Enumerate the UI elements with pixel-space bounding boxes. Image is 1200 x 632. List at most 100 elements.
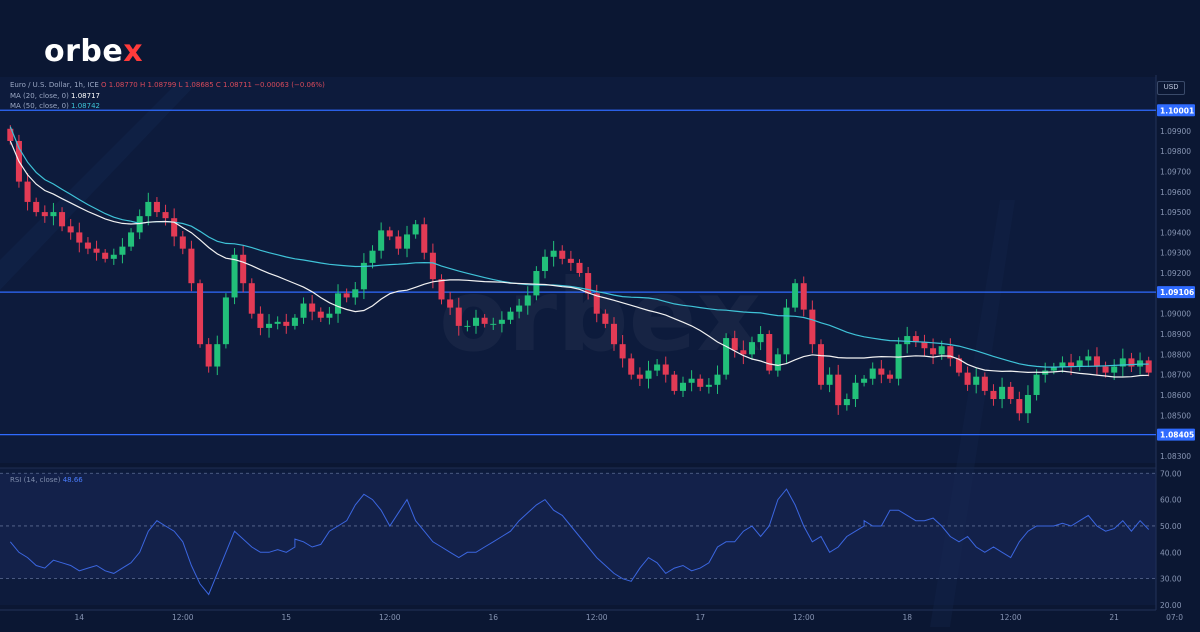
candle-body (999, 386, 1006, 400)
candle-body (1145, 360, 1152, 373)
candle-body (24, 181, 31, 202)
rsi-value: 48.66 (62, 476, 83, 484)
candle (447, 292, 454, 315)
level-price-badge (1157, 286, 1195, 299)
candle-body (1093, 356, 1100, 367)
candle-body (179, 236, 186, 249)
candle (1068, 353, 1075, 376)
ma-slow-label: MA (50, close, 0) (10, 102, 69, 110)
candle-body (921, 342, 928, 349)
candle (59, 207, 66, 232)
candle (429, 243, 436, 289)
candle (541, 249, 549, 279)
candle (240, 245, 247, 293)
candle (472, 309, 480, 334)
candle-body (843, 399, 850, 406)
candle (404, 225, 411, 258)
candle (248, 278, 255, 319)
candle (766, 330, 773, 375)
candle (188, 240, 195, 292)
candle-body (912, 336, 919, 343)
level-price-label: 1.08405 (1160, 431, 1194, 440)
candle-body (679, 382, 687, 391)
candle (852, 374, 859, 407)
candle (326, 306, 333, 325)
rsi-tick-label: 20.00 (1160, 601, 1182, 610)
candle-body (585, 273, 592, 294)
candle-body (688, 378, 695, 383)
candle (567, 250, 574, 271)
candle-body (973, 376, 980, 385)
candle (524, 286, 531, 315)
candle-body (886, 374, 893, 379)
candle-body (671, 374, 678, 391)
candle-body (378, 230, 385, 251)
candle-body (955, 358, 962, 373)
candle (257, 306, 264, 336)
candle (783, 299, 790, 363)
candle-body (705, 384, 712, 387)
candle (128, 228, 135, 251)
price-tick-label: 1.09400 (1160, 228, 1191, 237)
candle (731, 330, 738, 358)
candle-body (481, 317, 488, 324)
candle-body (576, 262, 583, 274)
rsi-tick-label: 40.00 (1160, 548, 1182, 557)
candle-body (550, 250, 557, 257)
candle-body (171, 218, 178, 237)
candle (955, 354, 962, 377)
candle-body (309, 303, 316, 312)
level-price-label: 1.10001 (1160, 106, 1194, 115)
candle (153, 197, 160, 217)
candle-body (7, 128, 14, 141)
candle-body (593, 293, 600, 314)
candle (438, 274, 445, 305)
candle-body (162, 212, 169, 219)
candle-body (714, 374, 721, 385)
currency-badge[interactable]: USD (1157, 81, 1185, 95)
candle-body (352, 289, 359, 298)
candle-body (1111, 366, 1118, 373)
price-tick-label: 1.08500 (1160, 411, 1191, 420)
candle-body (1102, 366, 1109, 373)
rsi-line (9, 488, 1150, 596)
candle (878, 360, 885, 384)
candle (274, 316, 281, 330)
candle-body (878, 368, 885, 375)
rsi-label: RSI (14, close) (10, 476, 61, 484)
candle-body (809, 309, 816, 345)
price-tick-label: 1.08800 (1160, 350, 1191, 359)
candle (102, 249, 109, 263)
candle (671, 370, 678, 395)
candle (507, 307, 514, 325)
candle (1076, 356, 1083, 371)
time-tick-label: 12:00 (793, 613, 815, 622)
candle (981, 372, 988, 396)
candle (1007, 381, 1014, 404)
candle-body (93, 248, 100, 253)
ohlc-values: O 1.08770 H 1.08799 L 1.08685 C 1.08711 … (101, 81, 325, 89)
candle-body (145, 201, 152, 217)
level-price-label: 1.09106 (1160, 288, 1194, 297)
rsi-axis: 70.00 60.00 50.00 40.00 30.00 20.00 (1160, 469, 1182, 610)
price-tick-label: 1.08700 (1160, 371, 1191, 380)
candle (1102, 361, 1109, 378)
candle-body (731, 338, 738, 351)
candle-body (662, 364, 669, 375)
candle-body (335, 293, 342, 314)
symbol-legend: Euro / U.S. Dollar, 1h, ICE O 1.08770 H … (10, 81, 325, 89)
candle-body (1137, 360, 1144, 367)
time-tick-label: 12:00 (586, 613, 608, 622)
candle-body (498, 319, 505, 324)
candle (904, 326, 911, 354)
rsi-legend: RSI (14, close) 48.66 (10, 476, 83, 484)
candle (412, 220, 419, 239)
candle-body (1016, 399, 1023, 414)
candle (714, 365, 721, 394)
rsi-tick-label: 70.00 (1160, 469, 1182, 478)
candle-body (41, 212, 48, 217)
decor-shard (0, 80, 200, 290)
candle-body (1024, 394, 1031, 414)
